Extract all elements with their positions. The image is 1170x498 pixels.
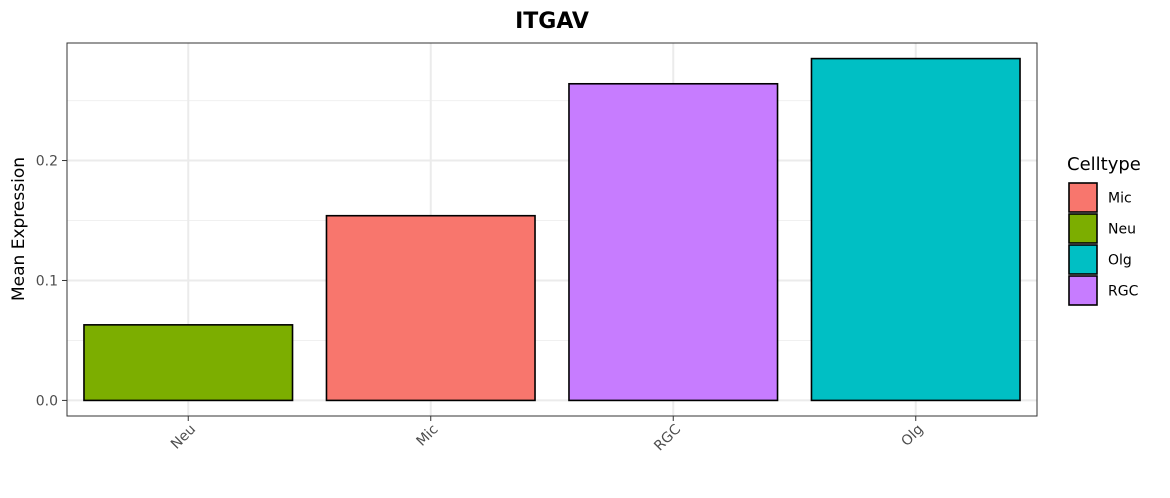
- x-tick-label: Olg: [898, 422, 926, 450]
- bar-rgc: [568, 82, 779, 402]
- legend-label-neu: Neu: [1108, 222, 1136, 238]
- plot-panel: [66, 42, 1038, 417]
- bar-olg: [810, 57, 1021, 402]
- y-axis-label: Mean Expression: [9, 157, 29, 301]
- x-tick-label: Mic: [414, 422, 442, 450]
- x-tick-label: Neu: [168, 422, 199, 453]
- legend: Celltype Mic Neu Olg RGC: [1067, 154, 1141, 306]
- legend-items: Mic Neu Olg RGC: [1068, 182, 1139, 306]
- x-tick-label: RGC: [651, 421, 684, 454]
- y-axis: 0.0 0.1 0.2: [36, 154, 67, 409]
- x-axis: Neu Mic RGC Olg: [168, 416, 927, 454]
- legend-key-rgc: [1068, 275, 1098, 306]
- legend-label-olg: Olg: [1108, 253, 1132, 269]
- legend-title: Celltype: [1067, 154, 1141, 175]
- bars: [83, 57, 1021, 402]
- chart-title: ITGAV: [515, 9, 589, 34]
- legend-label-mic: Mic: [1108, 191, 1132, 207]
- legend-key-neu: [1068, 213, 1098, 244]
- y-tick-label: 0.2: [36, 154, 58, 170]
- panel-border: [66, 42, 1038, 417]
- legend-key-mic: [1068, 182, 1098, 213]
- bar-mic: [325, 214, 536, 402]
- y-tick-label: 0.1: [36, 273, 58, 289]
- bar-neu: [83, 324, 294, 402]
- legend-key-olg: [1068, 244, 1098, 275]
- legend-label-rgc: RGC: [1108, 284, 1139, 300]
- y-tick-label: 0.0: [36, 393, 58, 409]
